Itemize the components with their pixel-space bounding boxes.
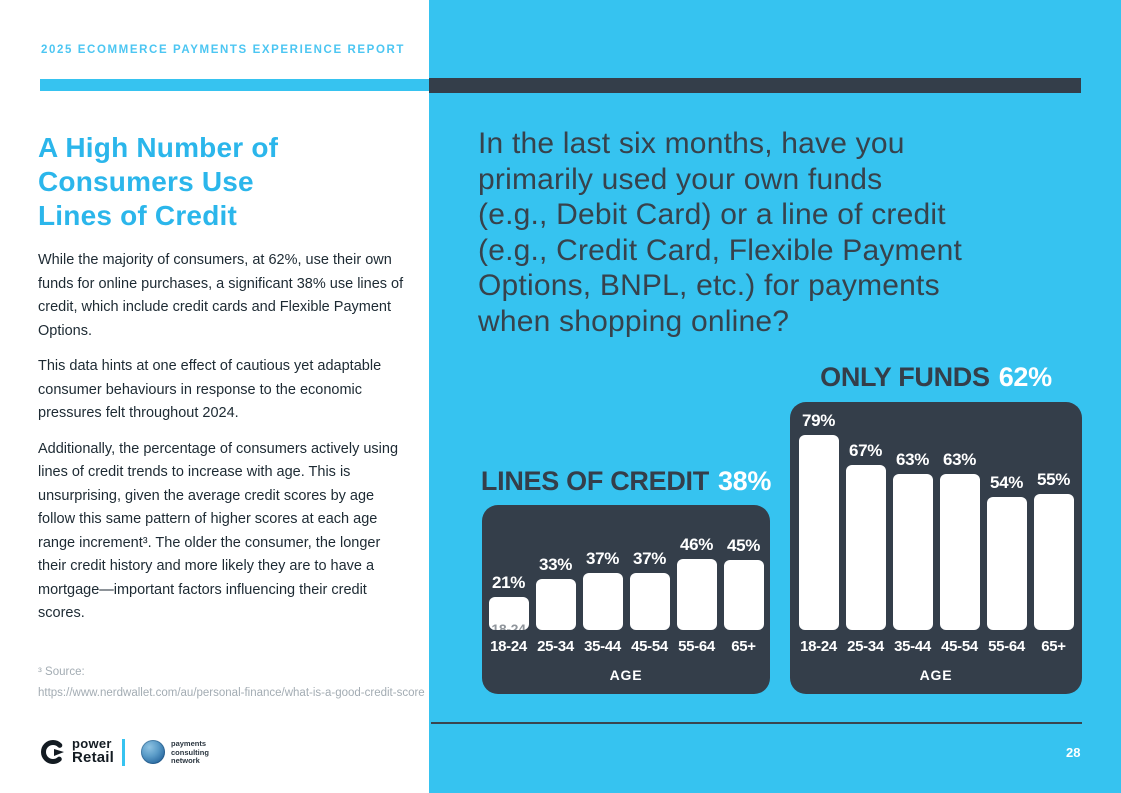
bar-value-label: 63% — [895, 450, 930, 469]
category-label: 25-34 — [847, 638, 884, 655]
bar-column: 63% — [892, 450, 933, 630]
bar-column: 63% — [939, 450, 980, 630]
bar-value-label: 54% — [989, 473, 1024, 492]
bar — [798, 435, 839, 630]
category-label: 55-64 — [988, 638, 1025, 655]
category-axis: 18-24 25-34 35-44 45-54 55-64 65+ — [790, 638, 1082, 655]
category-label: 45-54 — [941, 638, 978, 655]
bar-column: 37% — [629, 549, 670, 630]
page-title: A High Number of Consumers Use Lines of … — [38, 132, 279, 231]
page-number: 28 — [1066, 745, 1081, 760]
footnote-source-label: ³ Source: — [38, 666, 85, 678]
lines-of-credit-chart-panel: 21% 18-24 33% 37% 37% 46% 45% 18-24 25-34 35-44 4… — [482, 505, 770, 694]
accent-bar-cyan — [40, 79, 429, 91]
category-label: 35-44 — [584, 638, 621, 655]
category-label: 25-34 — [537, 638, 574, 655]
footnote-url-link[interactable]: https://www.nerdwallet.com/au/personal-f… — [38, 687, 425, 699]
category-label: 55-64 — [678, 638, 715, 655]
body-paragraph: This data hints at one effect of cautiou… — [38, 358, 382, 421]
bar-column: 79% — [798, 411, 839, 630]
category-label: 65+ — [731, 638, 756, 655]
bar-value-label: 37% — [632, 549, 667, 568]
category-label: 35-44 — [894, 638, 931, 655]
bar-value-label: 45% — [726, 536, 761, 555]
bar — [986, 497, 1027, 630]
bar-value-label: 46% — [679, 535, 714, 554]
bar-value-label: 67% — [848, 441, 883, 460]
payments-consulting-network-logo-text: payments consulting network — [171, 739, 209, 765]
bar-column: 46% — [676, 535, 717, 630]
bars-area: 21% 18-24 33% 37% 37% 46% 45% — [482, 535, 770, 630]
bars-area: 79% 67% 63% 63% 54% 55% — [790, 411, 1082, 630]
logo-divider — [122, 739, 125, 766]
bar-value-label: 37% — [585, 549, 620, 568]
body-paragraph: While the majority of consumers, at 62%,… — [38, 252, 404, 339]
report-eyebrow: 2025 ECOMMERCE PAYMENTS EXPERIENCE REPOR… — [41, 44, 406, 56]
bar-column: 55% — [1033, 470, 1074, 630]
bar-column: 54% — [986, 473, 1027, 630]
chart-headline-value: 62% — [998, 362, 1052, 392]
category-label: 45-54 — [631, 638, 668, 655]
category-label: 18-24 — [800, 638, 837, 655]
bottom-rule — [431, 722, 1082, 724]
bar-value-label: 55% — [1036, 470, 1071, 489]
chart-headline-value: 38% — [717, 466, 772, 496]
bar — [845, 465, 886, 630]
ghost-category-label: 18-24 — [491, 621, 526, 630]
payments-consulting-network-logo-icon — [141, 740, 165, 764]
bar-value-label: 21% — [491, 573, 526, 592]
bar-column: 45% — [723, 536, 764, 630]
bar: 18-24 — [488, 597, 529, 630]
bar-value-label: 79% — [801, 411, 836, 430]
bar — [723, 560, 764, 630]
category-axis: 18-24 25-34 35-44 45-54 55-64 65+ — [482, 638, 770, 655]
bar-value-label: 63% — [942, 450, 977, 469]
bar-value-label: 33% — [538, 555, 573, 574]
category-label: 18-24 — [490, 638, 527, 655]
chart-title-only-funds: ONLY FUNDS 62% — [776, 361, 1096, 393]
only-funds-chart-panel: 79% 67% 63% 63% 54% 55% 18-24 25-34 35-44 45-54 5… — [790, 402, 1082, 694]
category-label: 65+ — [1041, 638, 1066, 655]
accent-bar-dark — [429, 78, 1081, 93]
power-retail-line2: Retail — [72, 749, 115, 766]
bar — [1033, 494, 1074, 630]
body-paragraph: Additionally, the percentage of consumer… — [38, 440, 399, 622]
chart-title-lines-of-credit: LINES OF CREDIT 38% — [470, 465, 782, 497]
survey-question: In the last six months, have you primari… — [478, 127, 963, 338]
bar — [629, 573, 670, 630]
chart-title-text: ONLY FUNDS — [820, 362, 990, 392]
chart-title-text: LINES OF CREDIT — [480, 466, 709, 496]
x-axis-label: AGE — [609, 667, 643, 683]
footnote: ³ Source: https://www.nerdwallet.com/au/… — [38, 662, 425, 704]
bar — [892, 474, 933, 630]
bar — [582, 573, 623, 630]
bar-column: 33% — [535, 555, 576, 630]
x-axis-label: AGE — [919, 667, 953, 683]
bar — [939, 474, 980, 630]
body-copy: While the majority of consumers, at 62%,… — [38, 249, 410, 638]
power-retail-logo-text: power Retail — [72, 736, 115, 766]
bar — [676, 559, 717, 630]
bar — [535, 579, 576, 630]
bar-column: 21% 18-24 — [488, 573, 529, 630]
bar-column: 37% — [582, 549, 623, 630]
power-retail-logo-icon — [41, 740, 65, 764]
bar-column: 67% — [845, 441, 886, 630]
power-retail-line1: power — [72, 736, 112, 751]
